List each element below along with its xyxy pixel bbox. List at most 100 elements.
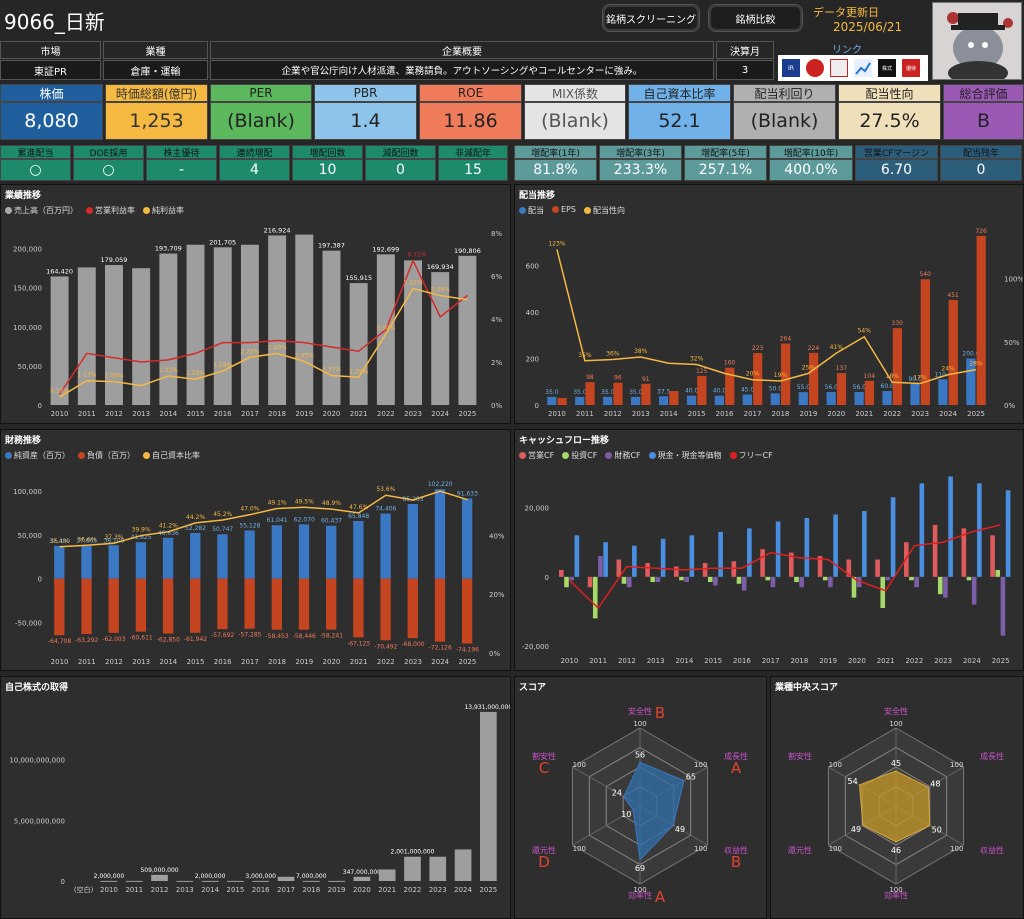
fin-equity-bar <box>217 534 228 579</box>
cf-xtick: 2017 <box>762 657 780 665</box>
div-xtick: 2025 <box>967 410 985 418</box>
fin-equity-bar <box>380 513 391 579</box>
legend-payout: 配当性向 <box>592 206 625 215</box>
perf-sales-label: 190,806 <box>454 247 481 255</box>
perf-sales-bar <box>213 247 232 405</box>
fin-liab-bar <box>353 578 364 638</box>
perf-opmargin-line <box>58 258 468 395</box>
fin-xtick: 2023 <box>404 658 422 666</box>
fin-liab-label: -58,446 <box>293 633 316 640</box>
chart-link-icon[interactable] <box>854 59 872 77</box>
div-payout-label: 18% <box>886 373 900 380</box>
stat-r-header-5: 配当残年 <box>940 145 1022 159</box>
legend-eps: EPS <box>561 205 576 214</box>
div-dividend-bar <box>658 396 669 405</box>
radar-grade: D <box>538 853 550 871</box>
div-eps-label: 98 <box>586 374 594 381</box>
cashflow-chart: -20,000 0 20,000 2010 2011 2012 2013 2014 2015 20… <box>522 476 1011 665</box>
industry-header: 業種 <box>103 41 208 59</box>
screening-button[interactable]: 銘柄スクリーニング <box>602 4 700 32</box>
bb-xtick: (空白) <box>74 885 94 894</box>
fin-ratio-label: 47.6% <box>349 504 368 511</box>
fin-ratio-label: 37.3% <box>104 534 123 541</box>
cf-bar-1 <box>679 576 684 581</box>
metric-value-4: 11.86 <box>419 102 522 140</box>
fin-equity-label: 62,070 <box>294 516 315 523</box>
div-payout-line <box>556 249 977 385</box>
cf-bar-1 <box>564 576 569 588</box>
stat-r-value-1: 233.3% <box>599 159 682 181</box>
cf-bar-0 <box>875 559 880 577</box>
cf-xtick: 2018 <box>790 657 808 665</box>
stockprice-link-icon[interactable] <box>830 59 848 77</box>
cf-bar-0 <box>559 569 564 577</box>
bb-label: 2,001,000,000 <box>391 849 435 856</box>
cf-bar-1 <box>707 576 713 583</box>
fin-equity-label: 74,406 <box>375 506 396 513</box>
cf-xtick: 2022 <box>905 657 923 665</box>
div-payout-label: 38% <box>634 348 648 355</box>
kabutan-link-icon[interactable] <box>806 59 824 77</box>
legend-cash: 現金・現金等価物 <box>657 451 722 460</box>
bb-xtick: 2014 <box>201 886 219 894</box>
div-eps-bar <box>864 380 875 405</box>
fin-xtick: 2011 <box>78 658 96 666</box>
stat-header-5: 減配回数 <box>365 145 436 159</box>
perf-net-label: 2.40% <box>268 344 287 351</box>
bb-label: 13,931,000,000 <box>464 704 510 711</box>
fin-ratio-line <box>59 490 468 548</box>
compare-button[interactable]: 銘柄比較 <box>708 4 803 32</box>
dividend-title: 配当推移 <box>519 191 556 201</box>
div-eps-bar <box>976 235 986 405</box>
radar-value: 49 <box>851 825 861 834</box>
perf-xtick: 2016 <box>214 410 232 418</box>
yutai-link-icon[interactable]: 優待 <box>902 59 920 77</box>
div-xtick: 2016 <box>716 410 734 418</box>
fin-ratio-label: 39.9% <box>132 527 151 534</box>
fin-equity-bar <box>461 498 473 579</box>
div-dividend-label: 35.0 <box>629 389 643 396</box>
bb-label: 2,000,000 <box>195 873 226 880</box>
perf-sales-bar <box>186 244 205 405</box>
stat-r-value-2: 257.1% <box>684 159 767 181</box>
fin-xtick: 2013 <box>132 658 150 666</box>
div-xtick: 2012 <box>604 410 622 418</box>
div-payout-label: 32% <box>690 356 704 363</box>
perf-sales-label: 201,705 <box>209 238 236 246</box>
cf-bar-3 <box>948 476 953 577</box>
fin-xtick: 2021 <box>350 658 368 666</box>
legend-liabilities: 負債（百万） <box>87 451 135 460</box>
bb-xtick: 2025 <box>479 886 497 894</box>
fin-equity-label: 91,633 <box>457 490 478 497</box>
perf-op-label: 6.71% <box>408 252 427 259</box>
cf-bar-3 <box>890 497 896 577</box>
cf-xtick: 2021 <box>877 657 895 665</box>
cf-bar-2 <box>713 576 718 586</box>
perf-net-label: 1.35% <box>159 367 178 374</box>
minkabu-link-icon[interactable]: 株式 <box>878 59 896 77</box>
irbank-link-icon[interactable]: IR <box>782 59 800 77</box>
metric-value-3: 1.4 <box>314 102 417 140</box>
div-eps-bar <box>836 373 847 405</box>
perf-ytick: 100,000 <box>13 324 42 332</box>
cf-bar-3 <box>804 518 810 577</box>
perf-net-label: 1.29% <box>349 368 368 375</box>
metric-header-7: 配当利回り <box>733 84 836 102</box>
radar-value: 54 <box>848 777 858 786</box>
legend-fincf: 財務CF <box>614 451 641 460</box>
cf-bar-0 <box>846 559 852 577</box>
cf-bar-3 <box>689 535 695 577</box>
radar-grade: A <box>655 888 666 906</box>
cf-bar-3 <box>747 528 752 577</box>
cf-bar-2 <box>655 576 661 583</box>
fin-equity-label: 37,665 <box>76 538 97 545</box>
radar-value: 24 <box>612 789 622 798</box>
fin-equity-bar <box>244 530 255 579</box>
cf-bar-1 <box>736 576 742 584</box>
fin-liab-label: -60,611 <box>130 635 153 642</box>
cf-bar-2 <box>885 576 891 581</box>
legend-opcf: 営業CF <box>528 451 555 460</box>
fin-liab-bar <box>434 578 446 642</box>
div-xtick: 2021 <box>855 410 873 418</box>
